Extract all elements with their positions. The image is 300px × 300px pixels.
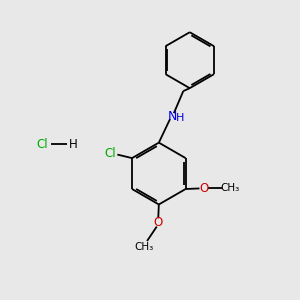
- Text: H: H: [69, 138, 78, 151]
- Text: CH₃: CH₃: [221, 183, 240, 194]
- Text: CH₃: CH₃: [134, 242, 153, 252]
- Text: H: H: [176, 113, 184, 124]
- Text: N: N: [167, 110, 177, 123]
- Text: Cl: Cl: [104, 148, 116, 160]
- Text: Cl: Cl: [37, 138, 48, 151]
- Text: O: O: [199, 182, 208, 195]
- Text: O: O: [154, 216, 163, 229]
